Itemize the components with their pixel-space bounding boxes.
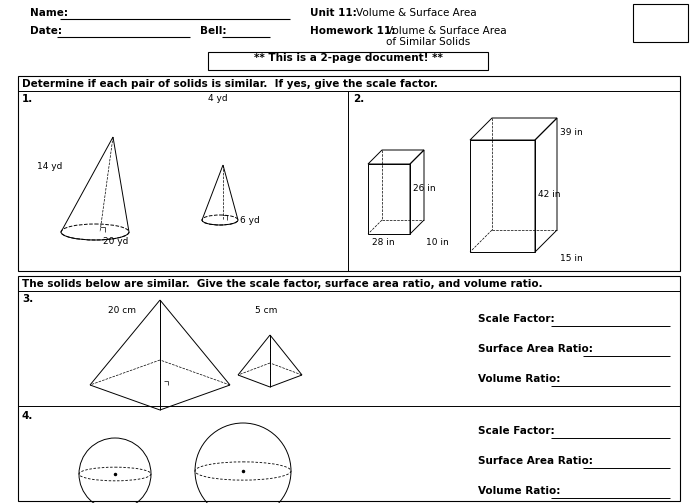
Text: 26 in: 26 in [413,184,435,193]
Text: 1.: 1. [22,94,34,104]
Bar [18,276,680,501]
Text: 20 yd: 20 yd [103,237,128,246]
Text: 4 yd: 4 yd [208,94,228,103]
Bar [208,52,488,70]
Text: 6 yd: 6 yd [240,216,260,225]
Text: 2.: 2. [353,94,364,104]
Text: of Similar Solids: of Similar Solids [386,37,470,47]
Text: Homework 11:: Homework 11: [310,26,396,36]
Text: 14 yd: 14 yd [37,162,62,171]
Text: Volume Ratio:: Volume Ratio: [478,374,561,384]
Text: Date:: Date: [30,26,62,36]
Text: 4.: 4. [22,411,34,421]
Text: 15 in: 15 in [560,254,582,263]
Text: 20 cm: 20 cm [108,306,136,315]
Text: Volume & Surface Area: Volume & Surface Area [356,8,477,18]
Text: 39 in: 39 in [560,128,582,137]
Text: Surface Area Ratio:: Surface Area Ratio: [478,456,593,466]
Text: 42 in: 42 in [538,190,561,199]
Text: 28 in: 28 in [372,238,395,247]
Text: Bell:: Bell: [200,26,227,36]
Bar [368,164,410,234]
Text: Unit 11:: Unit 11: [310,8,357,18]
Text: Surface Area Ratio:: Surface Area Ratio: [478,344,593,354]
Text: Determine if each pair of solids is similar.  If yes, give the scale factor.: Determine if each pair of solids is simi… [22,79,438,89]
Text: Scale Factor:: Scale Factor: [478,314,554,324]
Text: Scale Factor:: Scale Factor: [478,426,554,436]
Text: Volume & Surface Area: Volume & Surface Area [386,26,507,36]
Bar [633,4,688,42]
Text: The solids below are similar.  Give the scale factor, surface area ratio, and vo: The solids below are similar. Give the s… [22,279,542,289]
Text: 5 cm: 5 cm [255,306,277,315]
Text: Volume Ratio:: Volume Ratio: [478,486,561,496]
Text: 3.: 3. [22,294,34,304]
Text: ** This is a 2-page document! **: ** This is a 2-page document! ** [253,53,442,63]
Text: Name:: Name: [30,8,68,18]
Bar [470,140,535,252]
Text: 10 in: 10 in [426,238,449,247]
Bar [18,76,680,271]
